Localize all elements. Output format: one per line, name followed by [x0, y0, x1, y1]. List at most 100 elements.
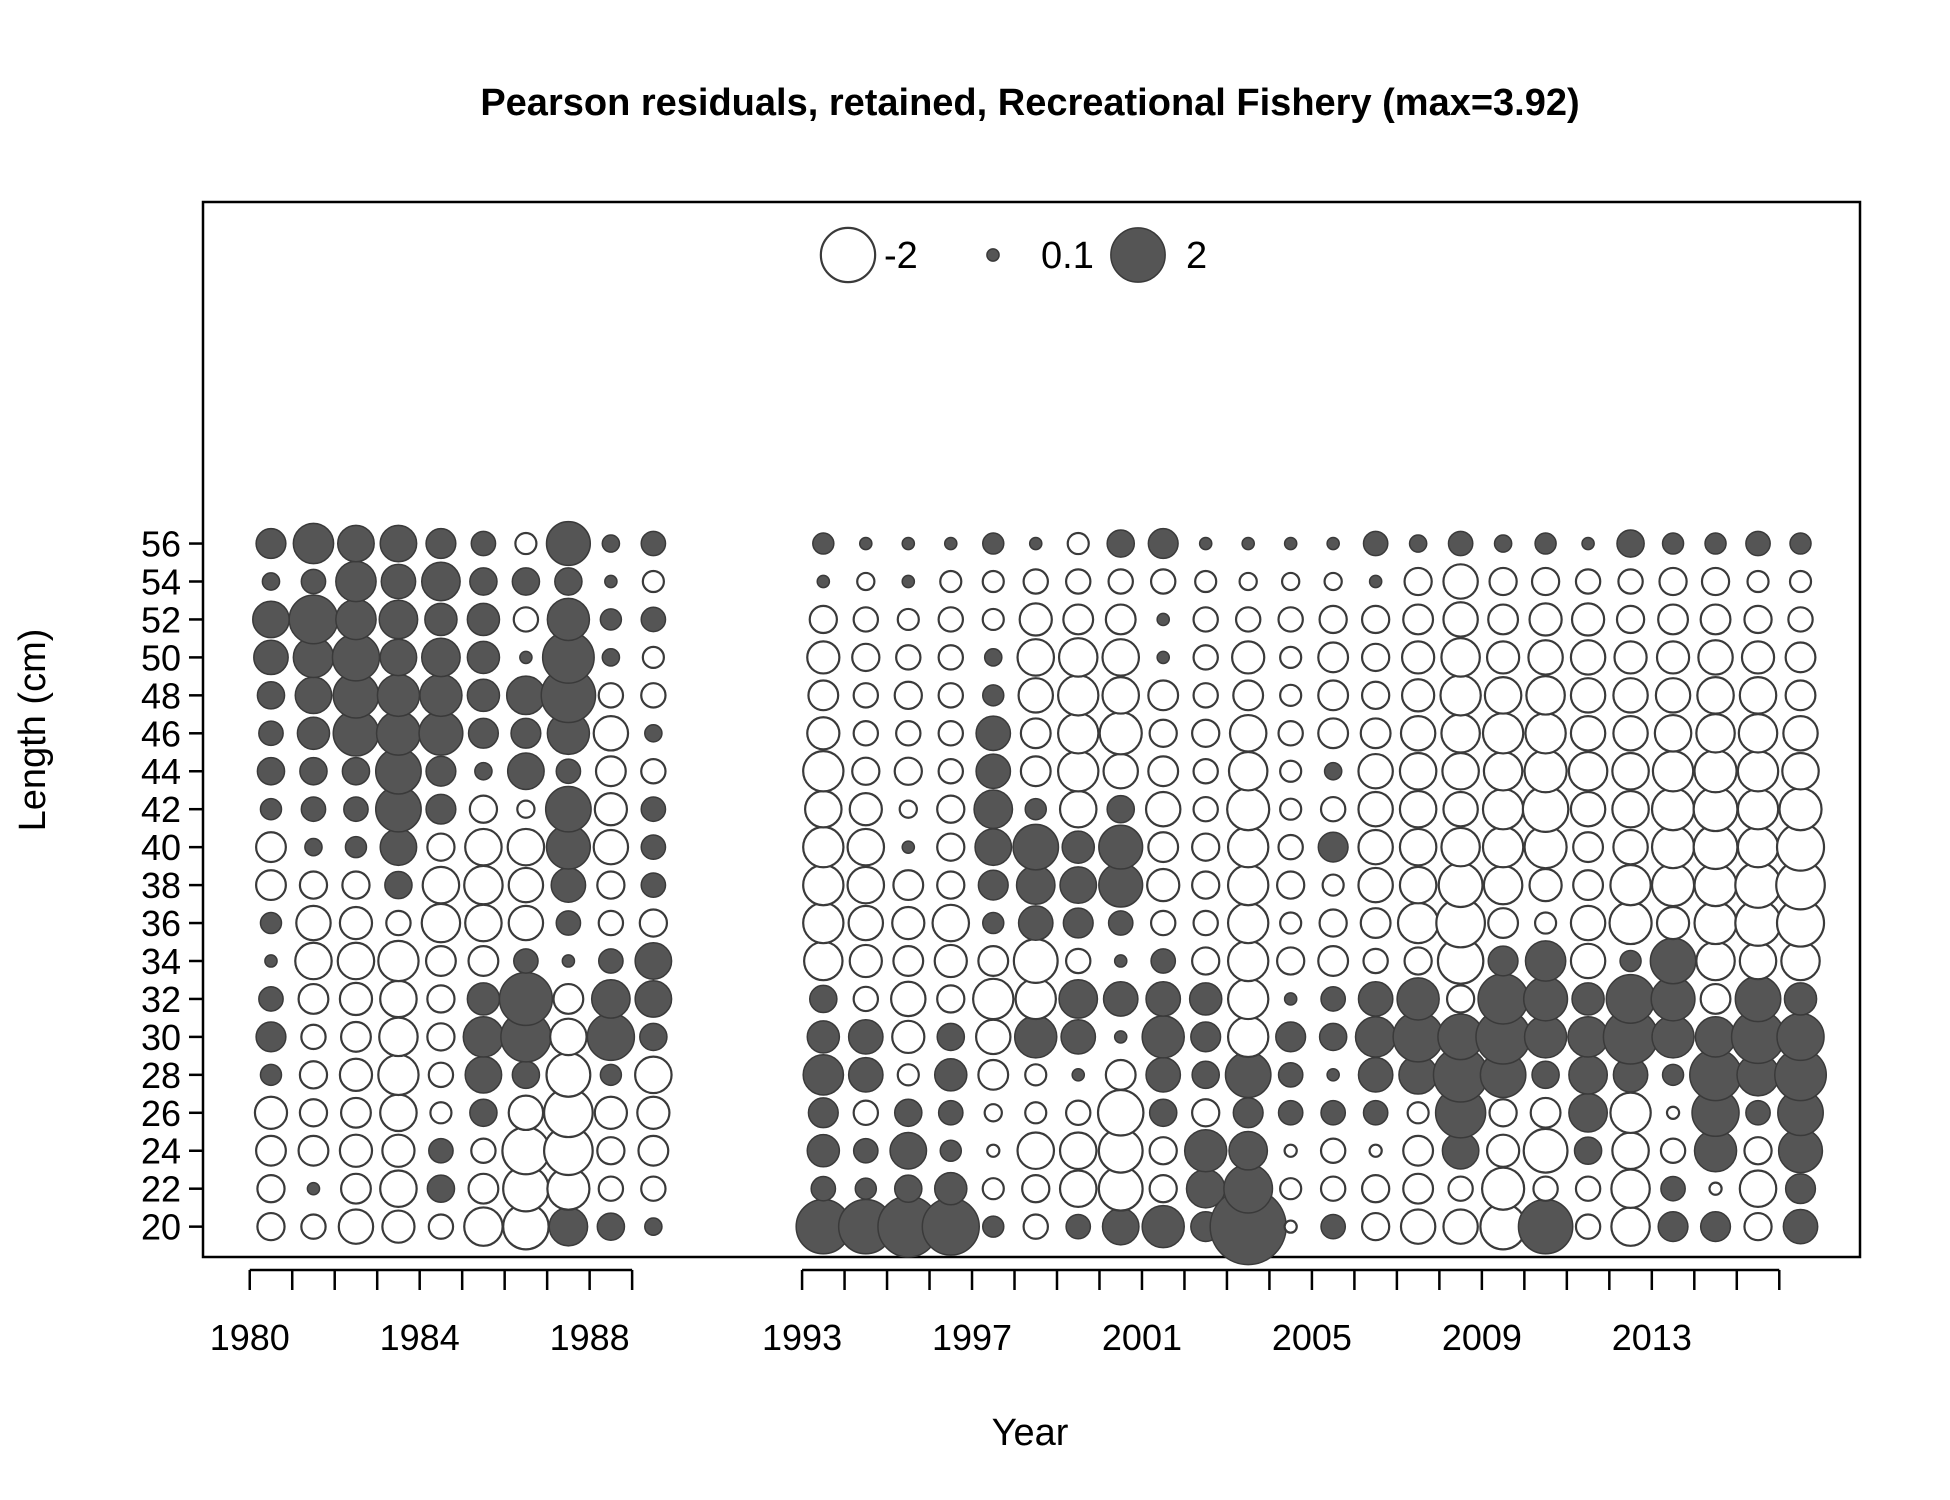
residual-bubble: [1318, 1022, 1348, 1052]
residual-bubble: [601, 534, 621, 553]
residual-bubble: [1615, 604, 1646, 635]
residual-bubble: [921, 1197, 980, 1256]
residual-bubble: [975, 715, 1012, 752]
residual-bubble: [1226, 787, 1271, 832]
residual-bubble: [983, 648, 1003, 667]
residual-bubble: [470, 530, 497, 557]
residual-bubble: [586, 1012, 636, 1062]
residual-bubble: [1107, 910, 1134, 936]
residual-bubble: [1695, 713, 1736, 754]
residual-bubble: [1106, 794, 1136, 824]
residual-bubble: [1279, 683, 1303, 707]
residual-bubble: [427, 1061, 455, 1089]
residual-bubble: [474, 761, 493, 781]
residual-bubble: [1445, 984, 1476, 1014]
residual-bubble: [1227, 750, 1269, 792]
residual-bubble: [1477, 973, 1529, 1025]
residual-bubble: [1057, 750, 1100, 793]
residual-bubble: [1017, 677, 1055, 714]
residual-bubble: [300, 1213, 327, 1240]
residual-bubble: [596, 1212, 626, 1241]
residual-bubble: [1368, 1143, 1383, 1158]
residual-bubble: [1655, 905, 1691, 941]
residual-bubble: [639, 1022, 668, 1052]
residual-bubble: [1408, 534, 1428, 553]
residual-bubble: [1524, 712, 1567, 755]
residual-bubble: [513, 948, 539, 974]
residual-bubble: [1014, 977, 1057, 1021]
residual-bubble: [1776, 1012, 1825, 1062]
residual-bubble: [1789, 532, 1812, 555]
residual-bubble: [1746, 569, 1770, 594]
residual-bubble: [981, 532, 1005, 555]
x-tick-label: 1997: [932, 1317, 1012, 1358]
y-tick-label: 52: [141, 599, 181, 640]
residual-bubble: [808, 604, 838, 635]
residual-bubble: [420, 561, 461, 602]
residual-bubble: [810, 1175, 837, 1202]
residual-bubble: [1359, 717, 1392, 750]
residual-bubble: [297, 982, 330, 1015]
residual-bubble: [808, 984, 838, 1014]
residual-bubble: [550, 867, 587, 904]
residual-bubble: [599, 608, 623, 631]
residual-bubble: [1481, 825, 1525, 869]
residual-bubble: [511, 567, 541, 596]
residual-bubble: [466, 678, 501, 713]
residual-bubble: [256, 756, 286, 786]
residual-bubble: [1191, 870, 1221, 900]
residual-bubble: [1057, 637, 1099, 678]
residual-bubble: [306, 1181, 321, 1196]
residual-bubble: [1574, 568, 1602, 595]
residual-bubble: [1234, 606, 1262, 633]
residual-bubble: [1018, 602, 1053, 637]
residual-bubble: [1574, 1175, 1602, 1202]
residual-bubble: [1147, 527, 1179, 560]
residual-bubble: [802, 750, 845, 793]
residual-bubble: [1144, 790, 1182, 828]
residual-bubble: [1487, 907, 1520, 940]
residual-bubble: [977, 945, 1010, 977]
residual-bubble: [377, 939, 420, 983]
residual-bubble: [1572, 869, 1605, 902]
residual-bubble: [379, 1093, 418, 1133]
residual-bubble: [937, 720, 965, 747]
residual-bubble: [464, 1055, 503, 1094]
x-tick-label: 2009: [1442, 1317, 1522, 1358]
residual-bubble: [634, 979, 673, 1018]
residual-bubble: [1226, 863, 1270, 907]
residual-bubble: [1113, 1030, 1128, 1044]
residual-bubble: [258, 720, 284, 747]
residual-bubble: [1398, 789, 1438, 829]
residual-bubble: [637, 1134, 670, 1167]
residual-bubble: [336, 524, 375, 563]
residual-bubble: [1403, 566, 1433, 597]
residual-bubble: [288, 594, 339, 645]
residual-bubble: [1522, 976, 1569, 1022]
x-tick-label: 2005: [1272, 1317, 1352, 1358]
residual-bubble: [1022, 1213, 1049, 1240]
residual-bubble: [1659, 1137, 1687, 1164]
residual-bubble: [1708, 1181, 1723, 1196]
residual-bubble: [338, 1133, 374, 1168]
residual-bubble: [1778, 787, 1823, 832]
residual-bubble: [545, 520, 592, 567]
residual-bubble: [1532, 1175, 1559, 1202]
residual-bubble: [1533, 911, 1558, 935]
residual-bubble: [1483, 676, 1523, 715]
residual-bubble: [1743, 604, 1773, 635]
residual-bubble: [1529, 1096, 1562, 1129]
residual-bubble: [1104, 603, 1137, 636]
residual-bubble: [804, 789, 843, 829]
residual-bubble: [1784, 641, 1817, 674]
residual-bubble: [901, 574, 916, 589]
residual-bubble: [1480, 1166, 1526, 1211]
residual-bubble: [1101, 638, 1141, 677]
residual-bubble: [802, 863, 845, 907]
residual-bubble: [636, 1095, 671, 1130]
residual-bubble: [426, 1022, 456, 1052]
residual-bubble: [933, 1171, 968, 1206]
residual-bubble: [890, 980, 927, 1018]
residual-bubble: [1660, 1175, 1686, 1202]
residual-bubble: [1191, 1098, 1221, 1128]
